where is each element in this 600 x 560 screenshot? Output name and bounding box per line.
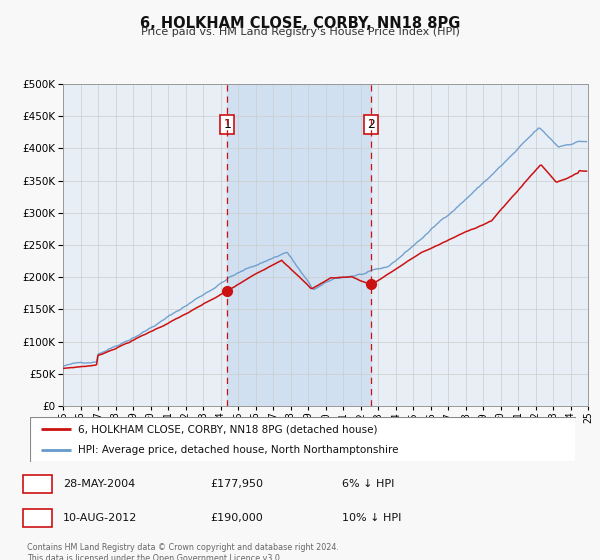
Bar <box>227 84 371 406</box>
Text: 2: 2 <box>34 511 41 525</box>
Text: Contains HM Land Registry data © Crown copyright and database right 2024.
This d: Contains HM Land Registry data © Crown c… <box>27 543 339 560</box>
Text: 6, HOLKHAM CLOSE, CORBY, NN18 8PG: 6, HOLKHAM CLOSE, CORBY, NN18 8PG <box>140 16 460 31</box>
Text: Price paid vs. HM Land Registry's House Price Index (HPI): Price paid vs. HM Land Registry's House … <box>140 27 460 37</box>
Text: 10% ↓ HPI: 10% ↓ HPI <box>342 513 401 523</box>
Text: HPI: Average price, detached house, North Northamptonshire: HPI: Average price, detached house, Nort… <box>78 445 398 455</box>
Text: £177,950: £177,950 <box>210 479 263 489</box>
Text: 10-AUG-2012: 10-AUG-2012 <box>63 513 137 523</box>
Text: 2: 2 <box>367 118 375 130</box>
Text: 1: 1 <box>223 118 231 130</box>
Text: £190,000: £190,000 <box>210 513 263 523</box>
Text: 6% ↓ HPI: 6% ↓ HPI <box>342 479 394 489</box>
Text: 28-MAY-2004: 28-MAY-2004 <box>63 479 135 489</box>
Text: 1: 1 <box>34 478 41 491</box>
Text: 6, HOLKHAM CLOSE, CORBY, NN18 8PG (detached house): 6, HOLKHAM CLOSE, CORBY, NN18 8PG (detac… <box>78 424 377 435</box>
